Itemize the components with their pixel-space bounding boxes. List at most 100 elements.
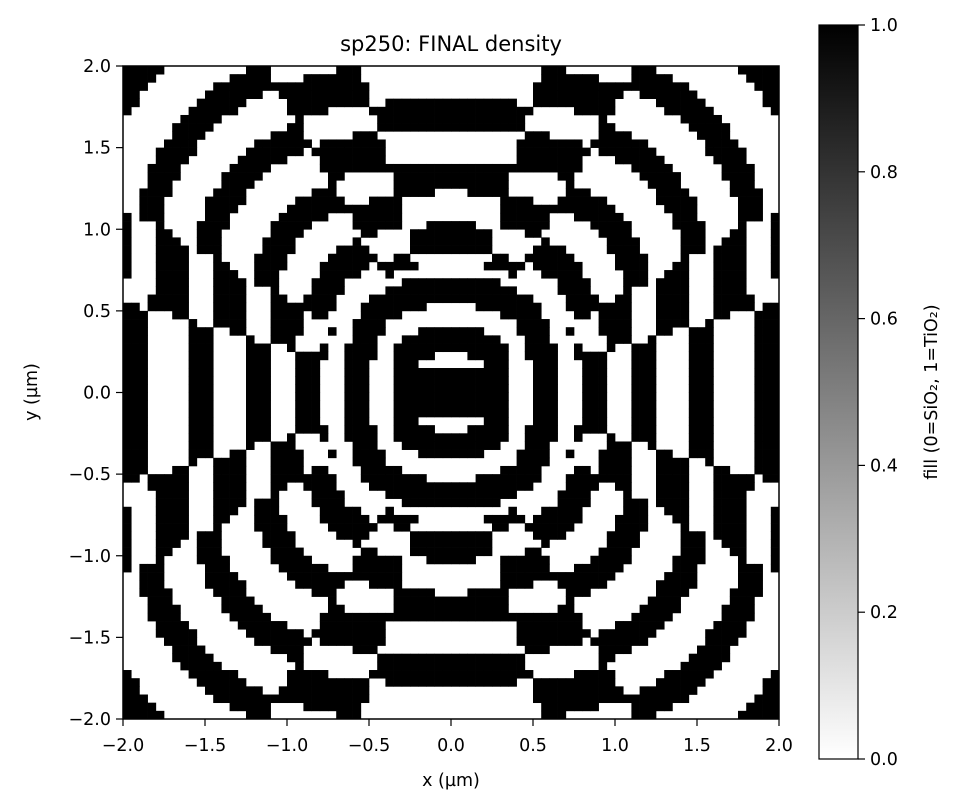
heatmap-cell — [295, 147, 304, 157]
heatmap-cell — [221, 506, 230, 516]
heatmap-cell — [565, 498, 575, 508]
heatmap-cell — [524, 441, 534, 450]
heatmap-cell — [328, 596, 337, 606]
heatmap-cell — [533, 392, 542, 402]
heatmap-cell — [475, 302, 485, 312]
heatmap-cell — [246, 702, 255, 712]
heatmap-cell — [336, 531, 345, 540]
heatmap-cell — [410, 229, 419, 238]
heatmap-cell — [590, 90, 599, 99]
heatmap-cell — [393, 212, 403, 222]
heatmap-cell — [762, 66, 772, 75]
heatmap-cell — [344, 351, 353, 361]
heatmap-cell — [221, 604, 230, 614]
heatmap-cell — [770, 221, 780, 230]
heatmap-cell — [311, 702, 321, 712]
heatmap-cell — [582, 474, 591, 483]
heatmap-cell — [549, 621, 558, 630]
heatmap-cell — [713, 645, 722, 655]
heatmap-cell — [598, 457, 608, 467]
heatmap-cell — [533, 433, 542, 442]
heatmap-cell — [754, 351, 763, 361]
heatmap-cell — [172, 637, 181, 646]
heatmap-cell — [713, 523, 722, 532]
heatmap-cell — [319, 188, 329, 197]
heatmap-cell — [328, 147, 337, 157]
x-tick-label: 1.0 — [601, 736, 629, 756]
heatmap-cell — [598, 465, 608, 475]
heatmap-cell — [237, 694, 247, 704]
y-tick-label: 0.0 — [83, 384, 111, 404]
heatmap-cell — [278, 82, 288, 91]
heatmap-cell — [541, 392, 550, 402]
heatmap-cell — [369, 221, 378, 230]
heatmap-cell — [680, 465, 690, 475]
heatmap-cell — [746, 474, 755, 483]
heatmap-cell — [434, 343, 444, 353]
heatmap-cell — [319, 433, 329, 442]
heatmap-cell — [418, 498, 427, 508]
heatmap-cell — [213, 82, 222, 91]
heatmap-cell — [131, 465, 140, 475]
heatmap-cell — [541, 327, 550, 336]
heatmap-cell — [508, 572, 517, 581]
heatmap-cell — [311, 482, 321, 491]
heatmap-cell — [196, 661, 206, 671]
heatmap-cell — [188, 416, 198, 426]
colorbar-tick-label: 1.0 — [870, 16, 898, 36]
heatmap-cell — [574, 270, 583, 279]
heatmap-cell — [418, 612, 427, 622]
heatmap-cell — [557, 278, 567, 287]
heatmap-cell — [221, 294, 230, 304]
heatmap-cell — [254, 270, 263, 279]
heatmap-cell — [656, 163, 665, 173]
heatmap-cell — [738, 588, 747, 597]
heatmap-cell — [426, 653, 435, 663]
heatmap-cell — [213, 229, 222, 238]
heatmap-cell — [237, 155, 247, 165]
heatmap-cell — [541, 74, 550, 83]
heatmap-cell — [385, 678, 394, 687]
heatmap-cell — [139, 343, 148, 353]
heatmap-cell — [672, 474, 681, 483]
heatmap-cell — [738, 294, 747, 304]
heatmap-cell — [401, 335, 411, 344]
heatmap-cell — [278, 147, 288, 157]
heatmap-cell — [287, 90, 296, 99]
heatmap-cell — [410, 678, 419, 687]
heatmap-cell — [319, 139, 329, 148]
heatmap-cell — [574, 98, 583, 108]
heatmap-cell — [123, 368, 132, 377]
heatmap-cell — [508, 204, 517, 214]
heatmap-cell — [492, 172, 501, 181]
heatmap-cell — [524, 351, 534, 361]
heatmap-cell — [492, 416, 501, 426]
heatmap-cell — [738, 604, 747, 614]
heatmap-cell — [196, 400, 206, 410]
heatmap-cell — [705, 359, 714, 369]
heatmap-cell — [688, 433, 698, 442]
heatmap-cell — [123, 506, 132, 516]
heatmap-cell — [188, 343, 198, 353]
heatmap-cell — [262, 416, 271, 426]
heatmap-cell — [213, 457, 222, 467]
heatmap-cell — [721, 474, 731, 483]
heatmap-cell — [442, 98, 452, 108]
heatmap-cell — [369, 637, 378, 646]
heatmap-cell — [393, 580, 403, 589]
heatmap-cell — [565, 523, 575, 532]
heatmap-cell — [631, 253, 640, 263]
heatmap-cell — [131, 457, 140, 467]
heatmap-cell — [770, 319, 780, 328]
heatmap-cell — [336, 270, 345, 279]
heatmap-cell — [688, 678, 698, 687]
heatmap-cell — [221, 180, 230, 189]
heatmap-cell — [155, 539, 165, 548]
heatmap-cell — [606, 204, 616, 214]
heatmap-cell — [196, 653, 206, 663]
heatmap-cell — [615, 327, 624, 336]
heatmap-cell — [172, 147, 181, 157]
heatmap-cell — [295, 376, 304, 385]
heatmap-cell — [590, 482, 599, 491]
heatmap-cell — [262, 343, 271, 353]
